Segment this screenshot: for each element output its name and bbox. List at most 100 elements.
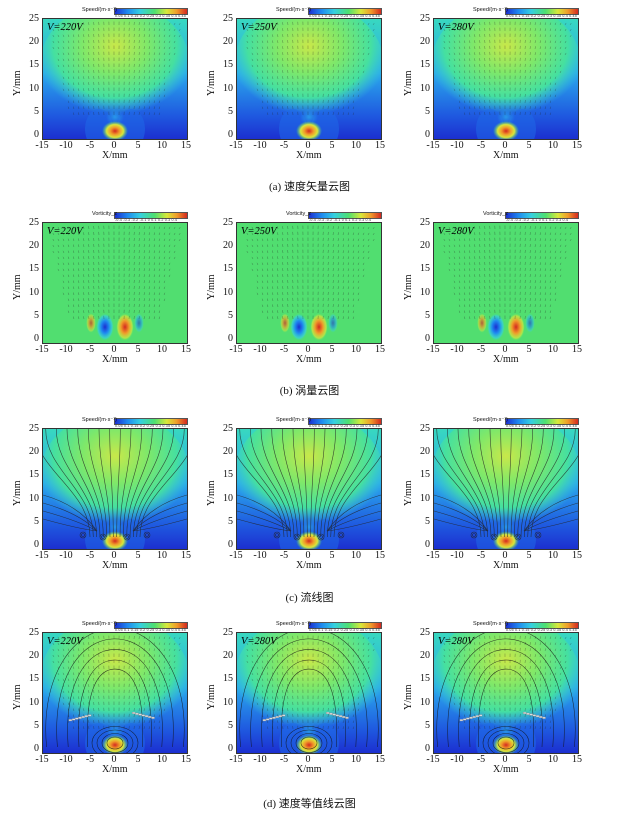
core-ring (300, 519, 318, 535)
y-tick-label: 15 (420, 263, 430, 275)
hot-core (296, 531, 322, 549)
y-tick-label: 5 (425, 309, 430, 321)
field-background (434, 223, 578, 343)
vortex-spiral (492, 535, 496, 539)
x-axis-label: X/mm (296, 150, 322, 161)
voltage-label: V=250V (241, 226, 277, 237)
x-tick-label: 5 (329, 344, 335, 355)
x-tick-label: 15 (572, 754, 582, 765)
vortex-spiral (534, 531, 542, 539)
outer-vortex-left (86, 313, 96, 333)
y-tick-label: 25 (29, 217, 39, 228)
y-tick-label: 15 (29, 673, 39, 685)
y-tick-label: 5 (228, 309, 233, 321)
x-tick-label: 0 (305, 550, 311, 561)
x-tick-label: 0 (111, 754, 117, 765)
x-axis-label: X/mm (493, 764, 519, 775)
y-tick-label: 15 (420, 59, 430, 71)
x-tick-label: 10 (548, 754, 558, 765)
contour-markers (459, 712, 546, 722)
x-tick-label: -10 (450, 754, 464, 765)
y-tick-label: 0 (228, 129, 233, 140)
y-tick-label: 0 (34, 539, 39, 550)
colorbar-title: Speed/(m·s⁻¹) (276, 417, 311, 423)
vortex-spiral (295, 535, 299, 539)
colorbar-title: Speed/(m·s⁻¹) (276, 7, 311, 13)
x-tick-label: -15 (426, 140, 440, 151)
x-tick-label: -10 (450, 344, 464, 355)
x-axis-label: X/mm (102, 150, 128, 161)
contour-markers (68, 712, 155, 722)
x-tick-label: 10 (548, 344, 558, 355)
x-tick-label: 0 (502, 754, 508, 765)
x-tick-label: 15 (572, 550, 582, 561)
x-tick-label: 15 (375, 140, 385, 151)
y-tick-label: 25 (420, 423, 430, 434)
hot-core (493, 531, 519, 549)
outer-vortex-right (328, 313, 338, 333)
x-tick-label: -10 (450, 140, 464, 151)
x-tick-label: -5 (476, 550, 486, 561)
x-tick-label: 15 (181, 754, 191, 765)
vortex-spiral (101, 535, 105, 539)
core-ring (300, 109, 318, 125)
x-tick-label: 0 (305, 754, 311, 765)
core-ring (497, 109, 515, 125)
y-tick-label: 15 (223, 469, 233, 481)
streamlines (237, 429, 381, 541)
x-tick-label: -15 (35, 140, 49, 151)
x-tick-label: -10 (450, 550, 464, 561)
x-axis-label: X/mm (296, 764, 322, 775)
voltage-label: V=220V (47, 22, 83, 33)
y-tick-label: 20 (29, 446, 39, 458)
y-tick-label: 20 (223, 446, 233, 458)
y-tick-label: 15 (223, 673, 233, 685)
jet-plume (434, 19, 578, 127)
plot-area: V=280V (433, 18, 579, 140)
voltage-label: V=280V (241, 636, 277, 647)
y-tick-label: 15 (420, 469, 430, 481)
x-tick-label: -10 (59, 550, 73, 561)
y-tick-label: 25 (29, 423, 39, 434)
vortex-spiral (143, 531, 151, 539)
x-tick-label: 5 (329, 754, 335, 765)
x-tick-label: -5 (279, 344, 289, 355)
x-tick-label: 10 (351, 344, 361, 355)
x-tick-label: 15 (181, 140, 191, 151)
plot-area (42, 428, 188, 550)
x-tick-label: 15 (375, 754, 385, 765)
x-tick-label: -10 (253, 344, 267, 355)
field-image (237, 19, 381, 139)
x-tick-label: -15 (229, 140, 243, 151)
y-axis-label: Y/mm (12, 274, 23, 300)
y-axis-label: Y/mm (12, 684, 23, 710)
y-tick-label: 10 (223, 696, 233, 708)
voltage-label: V=250V (241, 22, 277, 33)
field-tint (434, 223, 578, 343)
y-tick-label: 25 (29, 13, 39, 24)
x-tick-label: 0 (502, 140, 508, 151)
positive-vortex (310, 313, 328, 341)
colorbar-title: Vorticity_z (92, 211, 118, 217)
outer-vortex-left (280, 313, 290, 333)
field-image (43, 223, 187, 343)
jet-plume (434, 429, 578, 537)
vortex-spiral (490, 533, 498, 541)
y-tick-label: 15 (29, 263, 39, 275)
x-tick-label: 0 (111, 344, 117, 355)
x-tick-label: 5 (526, 754, 532, 765)
x-tick-label: 15 (375, 344, 385, 355)
x-tick-label: 15 (375, 550, 385, 561)
y-tick-label: 10 (223, 492, 233, 504)
hot-core (493, 121, 519, 139)
x-axis-label: X/mm (102, 764, 128, 775)
jet-plume (237, 429, 381, 537)
colorbar-ticks: 0.05 0.1 0.15 0.2 0.25 0.3 0.35 0.4 0.45 (115, 13, 186, 18)
row-caption: (a) 速度矢量云图 (269, 181, 350, 193)
x-tick-label: 15 (572, 344, 582, 355)
velocity-vectors (47, 635, 181, 730)
x-tick-label: -15 (426, 754, 440, 765)
y-axis-label: Y/mm (403, 70, 414, 96)
velocity-vectors (241, 21, 375, 116)
colorbar (505, 212, 579, 219)
